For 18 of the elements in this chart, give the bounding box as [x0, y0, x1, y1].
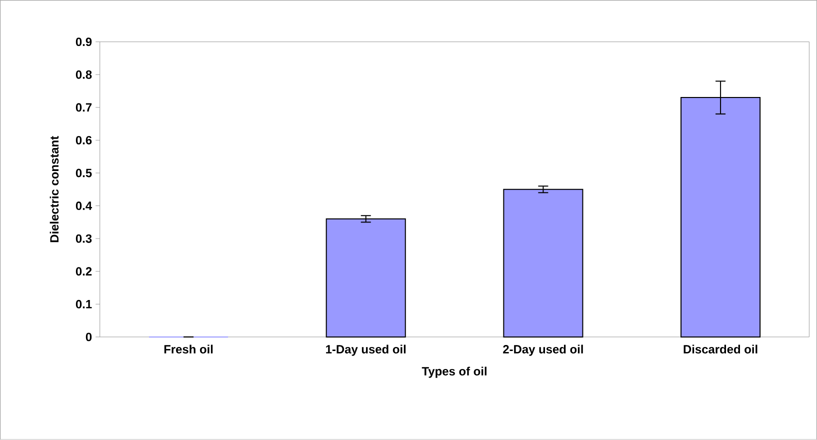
y-tick-label: 0.6: [76, 136, 92, 145]
y-tick-label: 0.3: [76, 234, 92, 243]
x-axis-title: Types of oil: [422, 366, 486, 378]
bar: [503, 188, 584, 338]
bar: [326, 218, 406, 338]
x-tick-label: Fresh oil: [164, 344, 213, 354]
y-tick-label: 0.8: [76, 70, 92, 79]
y-tick-label: 0: [86, 332, 92, 342]
y-tick-label: 0.7: [76, 103, 92, 112]
x-tick-label: 2-Day used oil: [503, 344, 583, 356]
y-axis-title: Dielectric constant: [50, 136, 59, 242]
x-tick-label: Discarded oil: [684, 344, 758, 354]
y-tick-label: 0.5: [76, 168, 92, 178]
y-tick-label: 0.1: [76, 300, 92, 308]
y-tick-label: 0.2: [76, 267, 92, 276]
y-tick-label: 0.4: [76, 202, 92, 210]
y-tick-label: 0.9: [76, 38, 92, 46]
x-tick-label: 1-Day used oil: [326, 344, 406, 356]
